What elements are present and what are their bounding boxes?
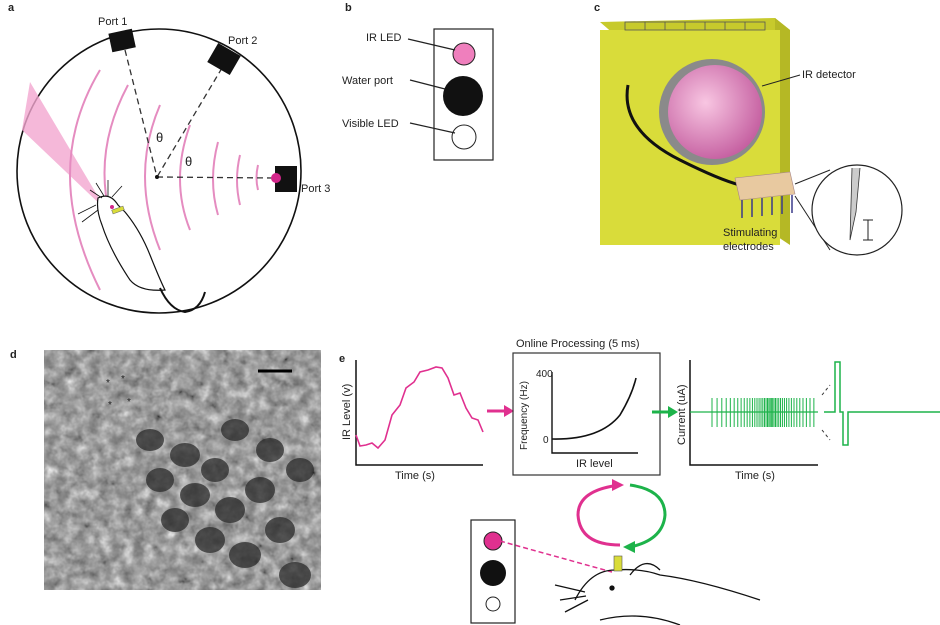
y-axis-label: Current (uA) [676, 384, 688, 445]
water-port [443, 76, 483, 116]
svg-text:*: * [121, 374, 125, 385]
y-axis-label: IR Level (v) [341, 384, 353, 440]
visible-led [451, 124, 477, 150]
port-2-label: Port 2 [228, 35, 257, 47]
theta-label: θ [156, 130, 163, 145]
port-1 [108, 28, 136, 53]
svg-text:*: * [127, 397, 131, 408]
ir-led [452, 42, 476, 66]
panel-a: a Port 1 Port 2 Port 3 θ θ [8, 2, 330, 314]
pink-loop-arrow [576, 483, 621, 547]
angle-lines [124, 49, 276, 179]
x-axis-label: Time (s) [735, 470, 775, 482]
y-tick: 400 [536, 369, 553, 380]
panel-c: c IR detector Stimulating electrodes [594, 2, 903, 256]
panel-letter: d [10, 349, 17, 361]
barrel-cortex-micrograph: * * * * [44, 350, 321, 590]
transfer-curve [551, 377, 637, 440]
pink-arrow [504, 405, 514, 417]
panel-letter: c [594, 2, 600, 14]
mouse-illustration [554, 563, 761, 625]
electrode-markers: * * * * [106, 374, 131, 411]
port-1-label: Port 1 [98, 16, 127, 28]
x-axis-label: IR level [576, 458, 613, 470]
ir-detector-label: IR detector [802, 69, 856, 81]
water-port [480, 560, 506, 586]
panel-letter: b [345, 2, 352, 14]
y-axis-label: Frequency (Hz) [519, 381, 530, 450]
electrodes-label: electrodes [723, 241, 774, 253]
visible-led [485, 596, 501, 612]
port-3-ir-led [271, 173, 281, 183]
panel-d: d * * * * [10, 349, 321, 590]
green-arrow [668, 406, 678, 418]
electrode-magnified-view [811, 164, 903, 256]
port-2 [207, 42, 241, 76]
ir-detector [668, 65, 762, 159]
arena-center [155, 175, 159, 179]
visible-led-label: Visible LED [342, 118, 399, 130]
ir-level-plot: Time (s) IR Level (v) [341, 360, 484, 482]
mouse-illustration [77, 180, 206, 314]
pulse-train [711, 398, 815, 427]
ir-waves [69, 69, 259, 291]
stimulation-current-plot: Time (s) Current (uA) [676, 360, 940, 482]
ir-beam-line [499, 540, 613, 573]
arena-circle [16, 28, 302, 314]
svg-text:*: * [108, 400, 112, 411]
electrodes-label: Stimulating [723, 227, 777, 239]
ir-trace [355, 366, 484, 450]
panel-e: e Time (s) IR Level (v) Online Processin… [339, 338, 940, 625]
water-port-label: Water port [342, 75, 393, 87]
ir-led [483, 531, 503, 551]
y-tick: 0 [543, 435, 549, 446]
x-axis-label: Time (s) [395, 470, 435, 482]
implant [613, 555, 623, 572]
ir-beam [22, 82, 106, 210]
cable [625, 84, 741, 187]
green-loop-arrow [629, 483, 667, 549]
panel-letter: a [8, 2, 15, 14]
online-processing-box: Online Processing (5 ms) 400 0 IR level … [512, 338, 661, 476]
panel-b: b IR LED Water port Visible LED [342, 2, 494, 161]
biphasic-pulse [824, 361, 940, 446]
theta-label: θ [185, 154, 192, 169]
processing-title: Online Processing (5 ms) [516, 338, 640, 350]
port-3 [275, 166, 297, 192]
ir-led-label: IR LED [366, 32, 402, 44]
svg-text:*: * [106, 378, 110, 389]
electrode-connector [734, 171, 796, 201]
port-3-label: Port 3 [301, 183, 330, 195]
stimulating-electrodes [741, 195, 793, 218]
port-box [433, 28, 494, 161]
panel-letter: e [339, 353, 345, 365]
